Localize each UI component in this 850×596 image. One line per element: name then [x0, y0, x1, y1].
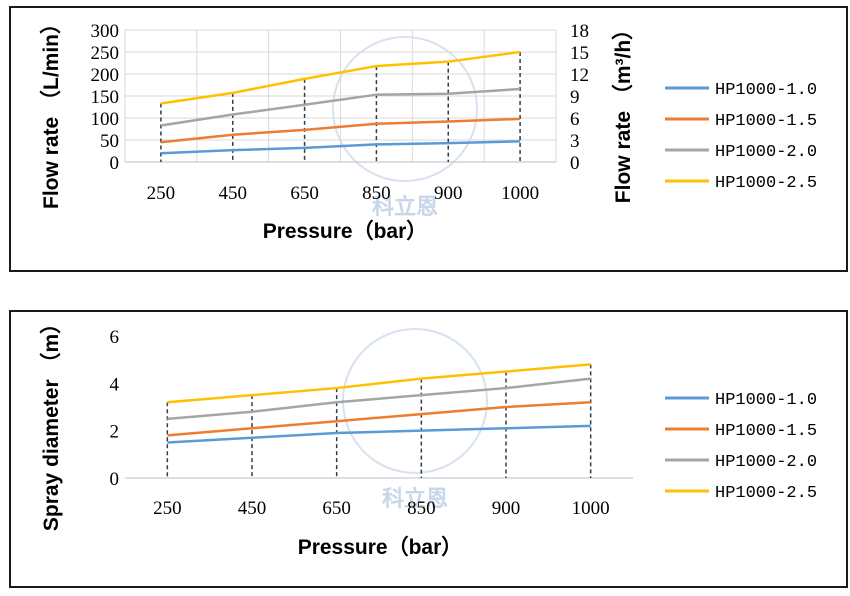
chart2-legend-label-1: HP1000-1.0: [715, 391, 817, 410]
chart1-y2-tick-label: 15: [570, 43, 589, 64]
chart1-legend-label-4: HP1000-2.5: [715, 174, 817, 193]
chart2-x-tick-label: 1000: [572, 498, 610, 519]
chart1-y2-axis-title: Flow rate （m³/h）: [611, 19, 635, 203]
chart1-series-line-3: [160, 87, 521, 127]
chart2-y-tick-label: 0: [110, 469, 120, 490]
chart1-x-tick-label: 250: [147, 183, 176, 204]
chart2-legend-label-2: HP1000-1.5: [715, 422, 817, 441]
chart2-series-line-3: [167, 377, 591, 421]
chart1-y2-tick-label: 3: [570, 131, 580, 152]
chart1-x-tick-label: 1000: [501, 183, 539, 204]
chart2-x-tick-label: 650: [322, 498, 351, 519]
chart1-y-tick-label: 150: [91, 87, 120, 108]
chart1-x-tick-label: 650: [290, 183, 319, 204]
chart1-y-tick-label: 50: [100, 131, 119, 152]
chart1-y-tick-label: 300: [91, 21, 120, 42]
chart1-watermark-ring: [332, 36, 478, 182]
chart1-watermark-text: 科立恩: [372, 194, 438, 219]
chart1-x-axis-title: Pressure（bar）: [263, 219, 428, 243]
chart2-series-line-2: [167, 401, 591, 437]
chart2-series-line-1: [167, 424, 591, 444]
chart2-legend-label-3: HP1000-2.0: [715, 453, 817, 472]
chart2-y-tick-label: 4: [110, 374, 120, 395]
chart2-x-tick-label: 900: [492, 498, 521, 519]
chart1-y2-tick-label: 9: [570, 87, 580, 108]
chart1-y2-tick-label: 0: [570, 153, 580, 174]
chart2-y-tick-label: 6: [110, 327, 120, 348]
chart2-y-tick-label: 2: [110, 422, 120, 443]
chart1-x-tick-label: 900: [434, 183, 463, 204]
chart1-y-tick-label: 250: [91, 43, 120, 64]
chart2-watermark-text: 科立恩: [382, 486, 448, 511]
chart1-y-tick-label: 0: [110, 153, 120, 174]
chart2-x-tick-label: 250: [153, 498, 182, 519]
flow-rate-chart-panel: [9, 6, 848, 272]
chart2-x-tick-label: 450: [238, 498, 267, 519]
chart2-y-axis-title: Spray diameter （m）: [39, 313, 63, 531]
chart1-y2-tick-label: 6: [570, 109, 580, 130]
chart2-series-line-4: [167, 363, 591, 404]
chart1-series-line-1: [160, 140, 521, 155]
chart1-series-line-4: [160, 50, 521, 105]
chart2-x-axis-title: Pressure（bar）: [298, 535, 463, 559]
chart2-x-tick-label: 850: [407, 498, 436, 519]
chart1-legend-label-3: HP1000-2.0: [715, 143, 817, 162]
chart1-y-tick-label: 200: [91, 65, 120, 86]
chart1-legend-label-1: HP1000-1.0: [715, 81, 817, 100]
chart1-series-line-2: [160, 117, 521, 144]
chart2-legend-label-4: HP1000-2.5: [715, 484, 817, 503]
chart1-y2-tick-label: 12: [570, 65, 589, 86]
chart1-x-tick-label: 450: [219, 183, 248, 204]
chart1-y-axis-title: Flow rate （L/min）: [39, 13, 63, 209]
chart1-x-tick-label: 850: [362, 183, 391, 204]
chart1-y-tick-label: 100: [91, 109, 120, 130]
chart1-y2-tick-label: 18: [570, 21, 589, 42]
chart1-legend-label-2: HP1000-1.5: [715, 112, 817, 131]
spray-diameter-chart-panel: [9, 310, 848, 588]
